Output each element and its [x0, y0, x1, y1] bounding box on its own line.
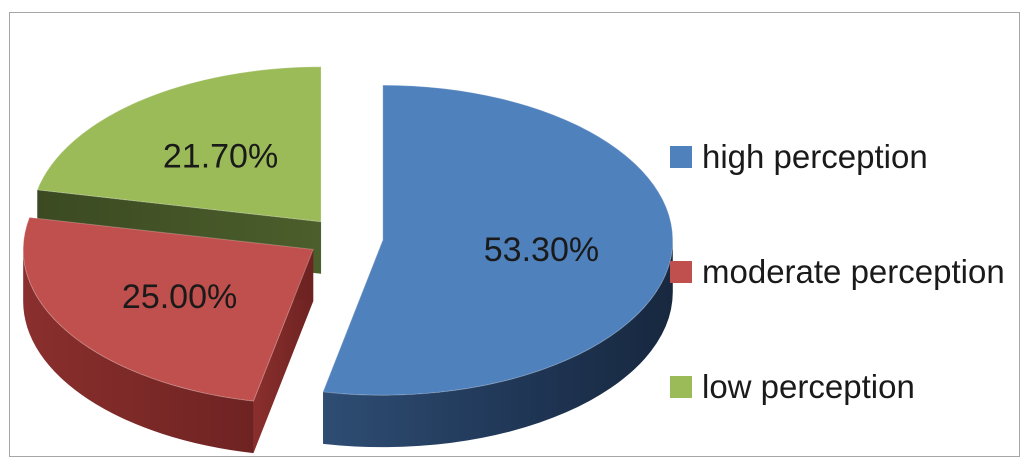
pie-chart: 21.70% 53.30% 25.00%: [22, 66, 674, 454]
pie-slice-top-moderate-perception: [22, 216, 314, 402]
legend-label-low-perception: low perception: [702, 368, 915, 405]
legend-swatch-high-perception: [670, 146, 692, 168]
pie-slice-top-low-perception: [36, 66, 322, 223]
pie-slice-high-perception: [322, 84, 674, 448]
legend-item-high-perception: high perception: [670, 138, 928, 176]
legend-item-low-perception: low perception: [670, 368, 915, 406]
pie-slice-wall-moderate-perception-0: [253, 249, 314, 454]
chart-frame: 21.70% 53.30% 25.00% high perception moder…: [9, 12, 1020, 457]
pie-slice-edge-moderate-perception-0: [23, 249, 254, 454]
data-label-moderate-perception: 25.00%: [122, 278, 237, 316]
legend-item-moderate-perception: moderate perception: [670, 253, 1005, 291]
pie-slice-edge-high-perception-0: [323, 240, 673, 448]
legend-swatch-moderate-perception: [670, 261, 692, 283]
data-label-low-perception: 21.70%: [163, 138, 278, 176]
legend-label-moderate-perception: moderate perception: [702, 253, 1005, 290]
legend-swatch-low-perception: [670, 376, 692, 398]
legend-label-high-perception: high perception: [702, 138, 928, 175]
pie-slice-top-high-perception: [322, 84, 674, 396]
pie-slice-moderate-perception: [22, 216, 314, 454]
data-label-high-perception: 53.30%: [484, 231, 599, 269]
